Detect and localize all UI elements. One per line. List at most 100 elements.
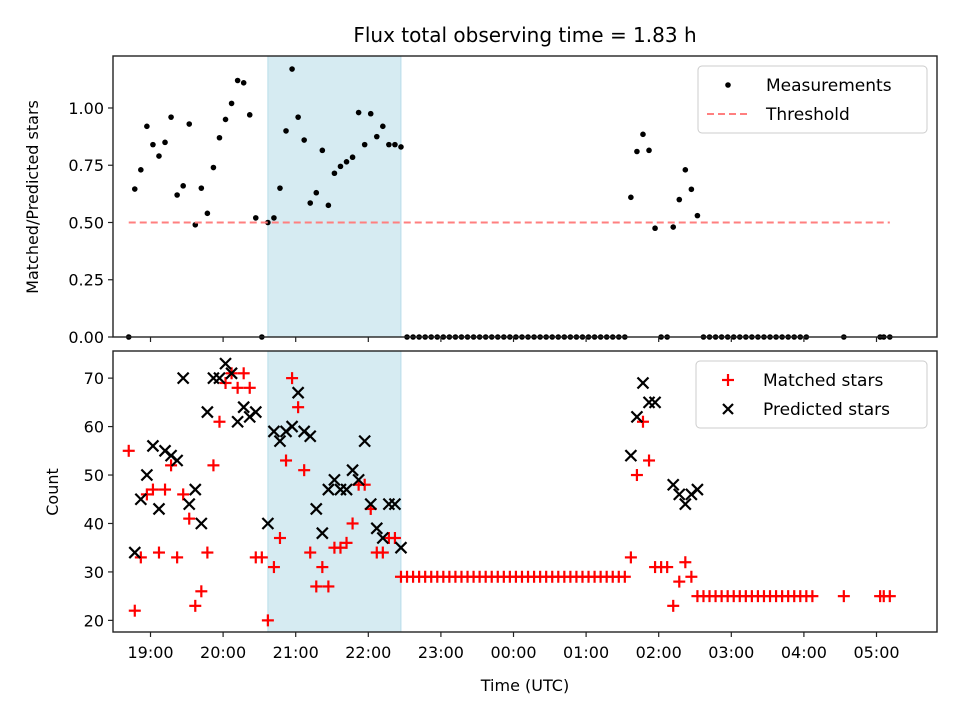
top-shaded-region (267, 55, 402, 338)
predicted-star-point (322, 483, 335, 496)
predicted-star-point (237, 400, 250, 414)
measurement-point (162, 139, 168, 146)
x-tick-label: 02:00 (636, 643, 682, 662)
predicted-star-point (666, 478, 680, 491)
measurement-point (131, 186, 138, 192)
matched-star-point (837, 590, 850, 603)
matched-star-point (643, 454, 656, 467)
legend-matched-marker (722, 374, 734, 386)
matched-star-point (177, 488, 190, 501)
measurement-point (646, 147, 652, 154)
x-tick-label: 00:00 (490, 643, 536, 662)
x-tick-label: 19:00 (127, 643, 173, 662)
measurement-point (301, 137, 307, 143)
predicted-star-point (231, 415, 244, 429)
y-tick-label: 70 (84, 369, 104, 388)
predicted-star-point (273, 434, 287, 448)
matched-star-point (261, 614, 274, 627)
measurement-point (210, 164, 217, 171)
bottom-axes-frame (112, 350, 938, 633)
matched-star-point (189, 599, 202, 612)
predicted-star-point (648, 396, 662, 409)
x-tick-label: 22:00 (345, 643, 391, 662)
matched-star-point (231, 381, 244, 394)
measurement-point (156, 153, 162, 159)
measurement-point (652, 225, 658, 232)
bottom-panel: 20 30 40 50 60 70 19:00 20:00 21:00 22:00 23:00 00… (43, 350, 938, 695)
predicted-star-point (219, 357, 232, 370)
predicted-star-point (691, 483, 704, 496)
measurement-point (168, 114, 174, 120)
measurement-point (271, 215, 277, 221)
measurement-point (343, 159, 350, 165)
measurement-point (319, 147, 326, 154)
measurement-point (307, 200, 314, 206)
predicted-star-point (388, 497, 402, 511)
legend-predicted-label: Predicted stars (763, 400, 890, 420)
measurement-point (228, 100, 235, 107)
measurement-point (640, 131, 646, 138)
matched-star-point (267, 561, 280, 574)
bottom-data-marks (122, 357, 896, 627)
matched-star-point (255, 551, 268, 564)
legend-predicted-marker (722, 403, 734, 415)
matched-star-point (237, 367, 250, 380)
measurement-point (682, 167, 689, 173)
measurement-point (240, 79, 247, 86)
predicted-star-point (128, 546, 142, 559)
measurement-point (246, 112, 253, 118)
y-tick-label: 1.00 (68, 99, 104, 118)
measurement-point (222, 116, 229, 123)
matched-star-point (630, 469, 643, 482)
y-tick-label: 0.25 (68, 271, 104, 290)
matched-star-point (273, 532, 286, 545)
predicted-star-point (376, 531, 390, 545)
x-tick-label: 20:00 (200, 643, 246, 662)
predicted-star-point (630, 410, 644, 424)
measurement-point (676, 196, 683, 203)
matched-star-point (171, 551, 184, 564)
predicted-star-point (140, 468, 154, 482)
bottom-y-axis-label: Count (43, 468, 62, 516)
y-tick-label: 30 (84, 563, 104, 582)
predicted-star-point (285, 420, 299, 433)
top-axes-frame (112, 55, 938, 338)
matched-star-point (334, 541, 347, 554)
predicted-star-point (225, 367, 238, 380)
predicted-star-point (249, 405, 263, 419)
predicted-star-point (340, 483, 353, 496)
measurement-point (313, 189, 320, 196)
measurement-point (283, 128, 289, 134)
y-tick-label: 0.75 (68, 156, 104, 175)
predicted-star-point (316, 526, 329, 540)
measurement-point (180, 183, 186, 189)
matched-star-point (146, 483, 159, 496)
bottom-y-ticks: 20 30 40 50 60 70 (84, 369, 113, 630)
matched-star-point (624, 551, 637, 564)
matched-star-point (618, 570, 631, 583)
measurement-point (373, 133, 380, 140)
measurement-point (337, 163, 344, 170)
predicted-star-point (195, 517, 208, 530)
predicted-star-point (189, 483, 202, 496)
chart-title: Flux total observing time = 1.83 h (353, 23, 696, 47)
matched-star-point (152, 546, 165, 559)
matched-star-point (661, 561, 674, 574)
predicted-star-point (267, 425, 281, 438)
matched-star-point (685, 570, 698, 583)
predicted-star-point (207, 371, 220, 385)
matched-star-point (298, 464, 311, 477)
measurement-point (234, 77, 241, 84)
matched-star-point (310, 580, 323, 593)
y-tick-label: 20 (84, 611, 104, 630)
measurement-point (380, 123, 386, 130)
matched-star-point (340, 536, 353, 549)
predicted-star-point (176, 371, 190, 385)
matched-star-point (304, 546, 317, 559)
measurement-point (670, 224, 677, 230)
predicted-star-point (146, 439, 160, 453)
top-x-ticks (149, 337, 878, 342)
y-tick-label: 0.00 (68, 328, 104, 347)
legend-matched-label: Matched stars (763, 371, 883, 391)
predicted-star-point (328, 473, 341, 487)
